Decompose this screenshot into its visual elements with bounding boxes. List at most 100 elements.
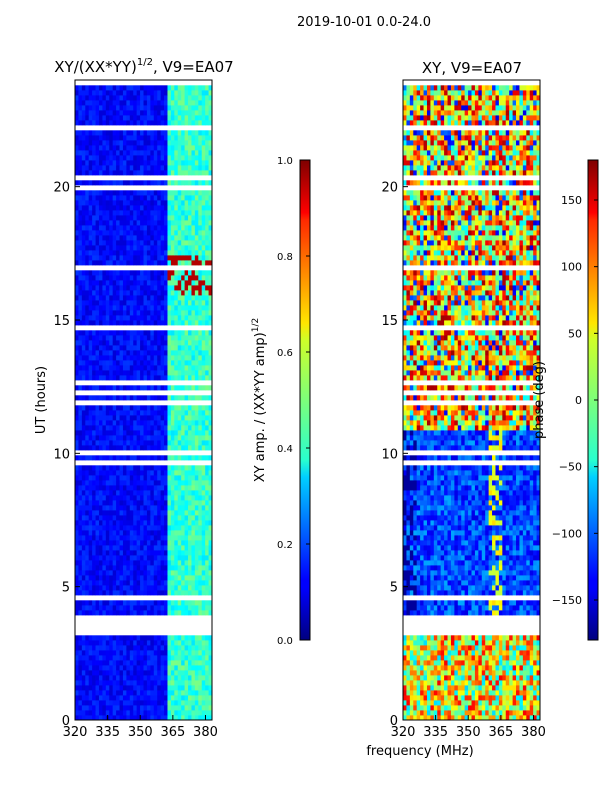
amp-heatmap-cell xyxy=(146,540,151,546)
amp-heatmap-cell xyxy=(191,475,196,481)
amp-heatmap-cell xyxy=(85,570,90,576)
amp-heatmap-cell xyxy=(191,240,196,246)
amp-heatmap-cell xyxy=(75,240,79,246)
amp-heatmap-cell xyxy=(191,230,196,236)
amp-heatmap-cell xyxy=(92,635,96,641)
amp-heatmap-cell xyxy=(133,110,138,116)
amp-heatmap-cell xyxy=(198,425,203,431)
amp-heatmap-cell xyxy=(174,660,179,666)
amp-heatmap-cell xyxy=(140,425,144,431)
phase-heatmap-cell xyxy=(505,705,510,711)
amp-heatmap-cell xyxy=(188,100,192,106)
phase-heatmap-cell xyxy=(444,700,448,706)
amp-heatmap-cell xyxy=(92,130,96,136)
amp-heatmap-cell xyxy=(109,130,114,136)
amp-heatmap-cell xyxy=(194,120,199,126)
amp-heatmap-cell xyxy=(143,365,148,371)
amp-heatmap-cell xyxy=(126,540,131,546)
phase-heatmap-cell xyxy=(474,675,479,681)
amp-heatmap-cell xyxy=(85,585,90,591)
amp-heatmap-cell xyxy=(112,290,117,296)
amp-heatmap-cell xyxy=(102,445,107,451)
amp-heatmap-cell xyxy=(136,610,141,616)
amp-heatmap-cell xyxy=(105,695,110,701)
amp-heatmap-cell xyxy=(140,440,144,446)
phase-heatmap-cell xyxy=(478,695,483,701)
amp-heatmap-cell xyxy=(150,645,155,651)
amp-heatmap-cell xyxy=(205,710,209,716)
amp-heatmap-cell xyxy=(81,665,86,671)
amp-heatmap-cell xyxy=(143,585,148,591)
amp-heatmap-cell xyxy=(205,170,209,176)
amp-heatmap-cell xyxy=(122,275,127,281)
amp-heatmap-cell xyxy=(109,470,114,476)
amp-heatmap-cell xyxy=(167,205,172,211)
amp-heatmap-cell xyxy=(112,220,117,226)
amp-heatmap-cell xyxy=(208,290,213,296)
amp-heatmap-cell xyxy=(140,600,144,606)
amp-heatmap-cell xyxy=(133,105,138,111)
phase-heatmap-cell xyxy=(512,685,517,691)
amp-heatmap-cell xyxy=(194,280,199,286)
amp-heatmap-cell xyxy=(191,335,196,341)
amp-heatmap-cell xyxy=(102,260,107,266)
amp-heatmap-cell xyxy=(122,710,127,716)
phase-heatmap-cell xyxy=(502,710,507,716)
amp-heatmap-cell xyxy=(140,315,144,321)
amp-heatmap-cell xyxy=(201,645,206,651)
amp-heatmap-cell xyxy=(92,145,96,151)
amp-heatmap-cell xyxy=(140,385,144,391)
amp-heatmap-cell xyxy=(116,680,120,686)
amp-heatmap-cell xyxy=(81,85,86,91)
amp-heatmap-cell xyxy=(205,190,209,196)
amp-heatmap-cell xyxy=(119,105,124,111)
amp-heatmap-cell xyxy=(164,425,168,431)
amp-heatmap-cell xyxy=(119,130,124,136)
amp-heatmap-cell xyxy=(85,635,90,641)
amp-heatmap-cell xyxy=(102,345,107,351)
amp-heatmap-cell xyxy=(109,580,114,586)
amp-heatmap-cell xyxy=(116,215,120,221)
amp-heatmap-cell xyxy=(143,240,148,246)
amp-heatmap-cell xyxy=(140,445,144,451)
amp-heatmap-cell xyxy=(181,305,185,311)
amp-heatmap-cell xyxy=(181,440,185,446)
amp-heatmap-cell xyxy=(188,515,192,521)
amp-heatmap-cell xyxy=(167,195,172,201)
amp-heatmap-cell xyxy=(133,370,138,376)
amp-heatmap-cell xyxy=(191,280,196,286)
amp-heatmap-cell xyxy=(109,480,114,486)
amp-heatmap-cell xyxy=(81,225,86,231)
amp-heatmap-cell xyxy=(122,700,127,706)
amp-heatmap-cell xyxy=(136,205,141,211)
amp-heatmap-cell xyxy=(188,350,192,356)
amp-heatmap-cell xyxy=(208,180,213,186)
phase-heatmap-cell xyxy=(474,690,479,696)
phase-heatmap-cell xyxy=(426,695,431,701)
amp-heatmap-cell xyxy=(184,455,189,461)
amp-heatmap-cell xyxy=(205,300,209,306)
amp-heatmap-cell xyxy=(201,580,206,586)
amp-heatmap-cell xyxy=(126,555,131,561)
amp-heatmap-cell xyxy=(174,505,179,511)
amp-heatmap-cell xyxy=(170,155,175,161)
amp-heatmap-cell xyxy=(181,505,185,511)
amp-heatmap-cell xyxy=(205,335,209,341)
amp-heatmap-cell xyxy=(98,485,103,491)
amp-heatmap-cell xyxy=(181,705,185,711)
amp-heatmap-cell xyxy=(143,100,148,106)
amp-heatmap-cell xyxy=(85,560,90,566)
amp-heatmap-cell xyxy=(150,555,155,561)
amp-heatmap-cell xyxy=(184,560,189,566)
amp-heatmap-cell xyxy=(75,515,79,521)
amp-heatmap-cell xyxy=(157,585,162,591)
amp-heatmap-cell xyxy=(122,210,127,216)
amp-heatmap-cell xyxy=(170,190,175,196)
amp-heatmap-cell xyxy=(167,600,172,606)
phase-heatmap-cell xyxy=(471,700,476,706)
phase-heatmap-cell xyxy=(495,700,500,706)
amp-heatmap-cell xyxy=(88,375,93,381)
amp-heatmap-cell xyxy=(92,395,96,401)
amp-heatmap-cell xyxy=(88,180,93,186)
amp-heatmap-cell xyxy=(188,545,192,551)
